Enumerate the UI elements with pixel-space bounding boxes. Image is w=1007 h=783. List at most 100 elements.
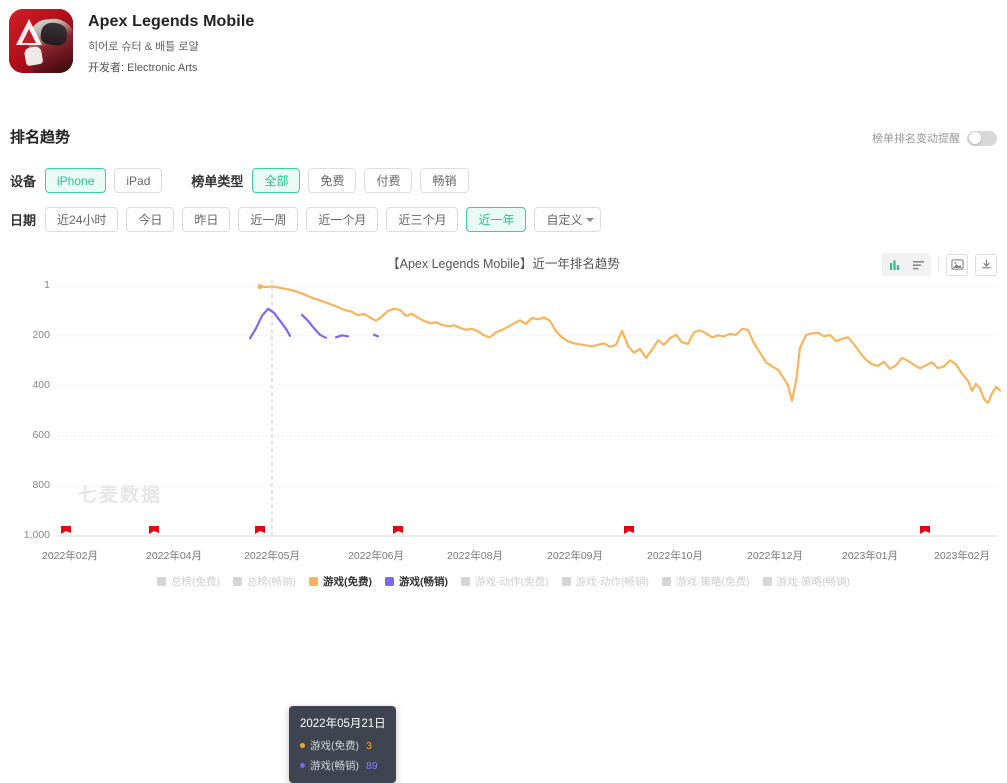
date-option-custom-label: 自定义 — [546, 213, 583, 227]
x-axis-tick: 2022年02月 — [41, 550, 99, 562]
date-option-custom[interactable]: 自定义 — [534, 207, 602, 232]
x-axis-tick: 2022年05月 — [243, 550, 301, 562]
x-axis-labels: 2022年02月 2022年04月 2022年05月 2022年06月 2022年08月… — [0, 548, 1007, 564]
tooltip-series-grossing: 游戏(畅销) — [310, 760, 359, 772]
y-axis-tick: 200 — [32, 328, 50, 341]
list-type-option-all[interactable]: 全部 — [252, 168, 301, 193]
bar-chart-icon[interactable] — [885, 255, 905, 274]
tooltip-row: 游戏(免费) 3 — [300, 738, 386, 753]
page-title: 排名趋势 — [10, 129, 71, 146]
list-view-icon[interactable] — [908, 255, 928, 274]
legend-swatch — [233, 577, 242, 586]
y-axis-tick: 1 — [44, 279, 50, 291]
legend-item[interactable]: 游戏-动作(免费) — [461, 574, 549, 589]
rank-change-alert-toggle[interactable] — [967, 130, 997, 146]
device-label: 设备 — [10, 174, 37, 189]
y-axis-tick: 800 — [32, 478, 50, 491]
legend-item[interactable]: 游戏(免费) — [309, 574, 372, 589]
y-axis-tick: 1,000 — [23, 529, 50, 541]
app-meta: Apex Legends Mobile 히어로 슈터 & 배틀 로얄 开发者: … — [88, 9, 254, 75]
tooltip-dot-grossing — [300, 763, 305, 768]
legend-label: 总榜(免费) — [171, 576, 220, 588]
legend-swatch — [561, 577, 571, 586]
x-axis-tick: 2022年10月 — [646, 550, 704, 562]
y-axis-tick: 400 — [32, 378, 50, 391]
chart-view-toggle-group — [882, 253, 931, 276]
tooltip-series-free: 游戏(免费) — [310, 740, 359, 752]
legend-label: 游戏-策略(免费) — [676, 576, 750, 588]
legend-item[interactable]: 总榜(免费) — [157, 574, 220, 589]
tooltip-value-grossing: 89 — [366, 759, 378, 772]
app-title: Apex Legends Mobile — [88, 13, 255, 30]
date-option-year[interactable]: 近一年 — [466, 207, 527, 232]
chart-header: 【Apex Legends Mobile】近一年排名趋势 — [0, 253, 1007, 277]
rank-change-alert[interactable]: 榜单排名变动提醒 — [872, 130, 997, 146]
app-subtitle: 히어로 슈터 & 배틀 로얄 — [88, 41, 199, 53]
legend-item[interactable]: 游戏-策略(畅销) — [762, 574, 851, 589]
legend-swatch — [461, 577, 470, 586]
legend-label: 游戏(免费) — [323, 576, 372, 588]
tooltip-date: 2022年05月21日 — [300, 718, 386, 730]
chart-legend: 总榜(免费) 总榜(畅销) 游戏(免费) 游戏(畅销) 游戏-动作(免费) 游戏-动作(畅… — [0, 574, 1007, 589]
x-axis-tick: 2022年06月 — [347, 550, 405, 562]
x-axis-tick: 2022年12月 — [746, 550, 804, 562]
app-developer: 开发者: Electronic Arts — [88, 62, 198, 74]
y-axis-tick: 600 — [32, 428, 50, 441]
legend-item[interactable]: 游戏-策略(免费) — [662, 574, 750, 589]
legend-item[interactable]: 游戏(畅销) — [385, 574, 448, 589]
app-header: Apex Legends Mobile 히어로 슈터 & 배틀 로얄 开发者: … — [0, 0, 1007, 75]
download-icon[interactable] — [975, 253, 997, 276]
x-axis-tick: 2023年01月 — [841, 550, 899, 562]
list-type-label: 榜单类型 — [191, 174, 244, 189]
x-axis-tick: 2022年08月 — [446, 550, 504, 562]
legend-label: 总榜(畅销) — [247, 576, 296, 588]
legend-swatch — [157, 577, 166, 586]
legend-swatch — [662, 577, 671, 586]
tooltip-value-free: 3 — [366, 739, 372, 752]
chart-toolbar — [882, 253, 997, 276]
legend-swatch — [762, 577, 772, 586]
rank-change-alert-label: 榜单排名变动提醒 — [872, 133, 960, 145]
tooltip-row: 游戏(畅销) 89 — [300, 758, 386, 773]
legend-label: 游戏-动作(免费) — [475, 576, 549, 588]
event-marker-icon[interactable] — [920, 526, 930, 534]
x-axis-tick: 2023年02月 — [933, 550, 991, 562]
list-type-option-free[interactable]: 免费 — [308, 168, 357, 193]
chart-tooltip: 2022年05月21日 游戏(免费) 3 游戏(畅销) 89 — [289, 706, 396, 783]
event-marker-icon[interactable] — [255, 526, 265, 534]
legend-label: 游戏(畅销) — [399, 576, 448, 588]
legend-item[interactable]: 总榜(畅销) — [233, 574, 296, 589]
toolbar-divider — [938, 257, 939, 272]
x-axis-tick: 2022年04月 — [145, 550, 203, 562]
filter-row-date: 日期 近24小时 今日 昨日 近一周 近一个月 近三个月 近一年 自定义 — [10, 207, 609, 232]
legend-swatch — [309, 577, 318, 586]
event-marker-icon[interactable] — [149, 526, 159, 534]
date-option-week[interactable]: 近一周 — [238, 207, 299, 232]
x-axis-tick: 2022年09月 — [546, 550, 604, 562]
date-option-yesterday[interactable]: 昨日 — [182, 207, 231, 232]
device-option-iphone[interactable]: iPhone — [45, 168, 107, 193]
date-label: 日期 — [10, 213, 37, 228]
date-option-three-months[interactable]: 近三个月 — [386, 207, 459, 232]
legend-item[interactable]: 游戏-动作(畅销) — [561, 574, 650, 589]
legend-label: 游戏-策略(畅销) — [776, 576, 851, 588]
legend-label: 游戏-动作(畅销) — [575, 576, 650, 588]
date-option-24h[interactable]: 近24小时 — [45, 207, 119, 232]
date-option-month[interactable]: 近一个月 — [306, 207, 379, 232]
y-axis: 1 200 400 600 800 1,000 — [8, 278, 56, 548]
rank-trend-chart: 1 200 400 600 800 1,000 七麦数据 2022年05月21日 游戏(免… — [0, 278, 1007, 783]
event-marker-icon[interactable] — [393, 526, 403, 534]
filter-row-device: 设备 iPhone iPad 榜单类型 全部 免费 付费 畅销 — [10, 168, 477, 193]
list-type-option-grossing[interactable]: 畅销 — [420, 168, 469, 193]
date-option-today[interactable]: 今日 — [126, 207, 175, 232]
event-marker-icon[interactable] — [624, 526, 634, 534]
legend-swatch — [385, 577, 394, 586]
apex-legends-app-icon — [9, 9, 73, 73]
event-marker-icon[interactable] — [61, 526, 71, 534]
image-export-icon[interactable] — [946, 253, 968, 276]
device-option-ipad[interactable]: iPad — [114, 168, 163, 193]
chart-canvas — [58, 280, 1002, 537]
list-type-option-paid[interactable]: 付费 — [364, 168, 413, 193]
chart-title: 【Apex Legends Mobile】近一年排名趋势 — [387, 257, 620, 271]
watermark: 七麦数据 — [78, 485, 163, 506]
